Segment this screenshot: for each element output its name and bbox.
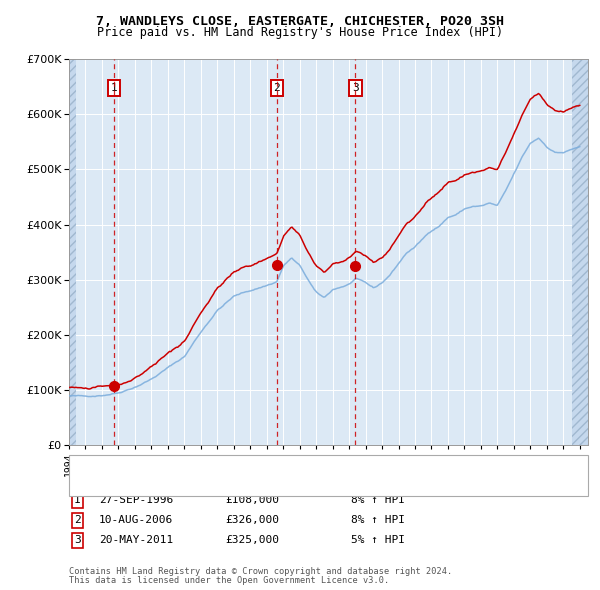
Text: 1: 1 xyxy=(111,83,118,93)
Text: Contains HM Land Registry data © Crown copyright and database right 2024.: Contains HM Land Registry data © Crown c… xyxy=(69,568,452,576)
Text: £326,000: £326,000 xyxy=(225,516,279,525)
Text: 3: 3 xyxy=(74,536,81,545)
Text: 5% ↑ HPI: 5% ↑ HPI xyxy=(351,536,405,545)
Text: 3: 3 xyxy=(352,83,359,93)
Text: 8% ↑ HPI: 8% ↑ HPI xyxy=(351,516,405,525)
Text: 2: 2 xyxy=(74,516,81,525)
Text: 7, WANDLEYS CLOSE, EASTERGATE, CHICHESTER, PO20 3SH: 7, WANDLEYS CLOSE, EASTERGATE, CHICHESTE… xyxy=(96,15,504,28)
Bar xyxy=(572,59,589,445)
Text: 20-MAY-2011: 20-MAY-2011 xyxy=(99,536,173,545)
Text: 7, WANDLEYS CLOSE, EASTERGATE, CHICHESTER, PO20 3SH (detached house): 7, WANDLEYS CLOSE, EASTERGATE, CHICHESTE… xyxy=(98,461,506,471)
Text: HPI: Average price, detached house, Arun: HPI: Average price, detached house, Arun xyxy=(98,479,338,489)
Bar xyxy=(69,59,76,445)
Text: 8% ↑ HPI: 8% ↑ HPI xyxy=(351,496,405,505)
Text: 27-SEP-1996: 27-SEP-1996 xyxy=(99,496,173,505)
Text: 2: 2 xyxy=(274,83,280,93)
Text: 1: 1 xyxy=(74,496,81,505)
Text: £108,000: £108,000 xyxy=(225,496,279,505)
Text: This data is licensed under the Open Government Licence v3.0.: This data is licensed under the Open Gov… xyxy=(69,576,389,585)
Text: £325,000: £325,000 xyxy=(225,536,279,545)
Text: Price paid vs. HM Land Registry's House Price Index (HPI): Price paid vs. HM Land Registry's House … xyxy=(97,26,503,39)
Bar xyxy=(69,59,76,445)
Text: 10-AUG-2006: 10-AUG-2006 xyxy=(99,516,173,525)
Text: —: — xyxy=(76,475,94,493)
Bar xyxy=(572,59,589,445)
Text: —: — xyxy=(76,457,94,475)
